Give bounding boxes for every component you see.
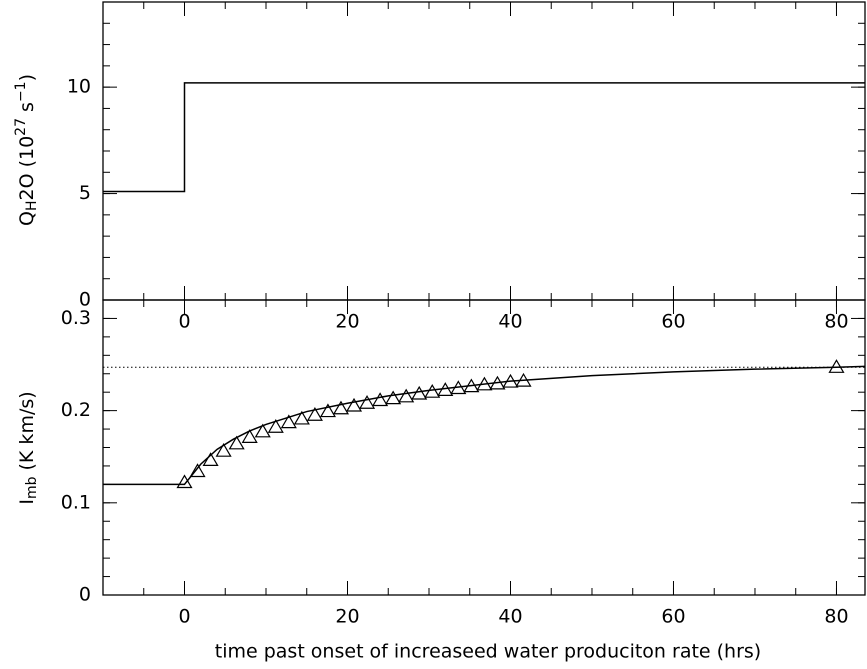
x-tick-label: 20	[335, 606, 359, 628]
data-point	[372, 392, 389, 407]
x-tick-label: 20	[335, 311, 359, 333]
data-point	[411, 385, 428, 400]
y-axis-label-part: (K km/s)	[16, 391, 38, 476]
data-point	[359, 395, 376, 409]
y-axis-label-part: 27	[13, 118, 29, 136]
data-point	[241, 429, 258, 443]
data-point	[319, 403, 336, 418]
x-tick-label: 0	[178, 311, 190, 333]
y-axis-label-part: H	[24, 201, 40, 212]
y-axis-label-part: mb	[24, 476, 40, 499]
data-point	[306, 407, 323, 421]
data-point	[293, 410, 310, 425]
y-tick-label: 0.2	[61, 399, 91, 421]
plot-frame	[102, 299, 866, 596]
data-point	[332, 400, 350, 415]
data-point	[828, 359, 845, 373]
y-tick-label: 0	[79, 584, 91, 606]
data-point	[345, 397, 363, 412]
y-tick-label: 10	[67, 76, 91, 98]
data-line	[103, 82, 865, 193]
data-point	[385, 390, 402, 405]
y-axis-label: Imb (K km/s)	[16, 391, 40, 504]
x-axis-label: time past onset of increaseed water prod…	[215, 641, 761, 663]
x-tick-label: 0	[178, 606, 190, 628]
y-tick-label: 0	[79, 289, 91, 311]
x-tick-label: 40	[498, 311, 522, 333]
y-axis-label-part: 2O (10	[16, 136, 38, 201]
data-point	[189, 463, 206, 478]
data-point	[398, 388, 415, 403]
data-point	[424, 383, 441, 398]
data-point	[280, 414, 297, 429]
data-point	[254, 423, 271, 438]
x-tick-label: 60	[661, 606, 685, 628]
data-point	[228, 435, 245, 450]
plot-frame	[102, 1, 866, 301]
y-axis-label-part: )	[16, 74, 38, 81]
data-point	[215, 442, 232, 457]
y-axis-label: QH2O (1027 s−1)	[13, 74, 40, 226]
y-tick-label: 0.1	[61, 491, 91, 513]
y-axis-label-part: −1	[13, 81, 29, 102]
data-line	[103, 365, 866, 486]
data-point	[267, 419, 284, 433]
x-tick-label: 80	[824, 311, 848, 333]
y-axis-label-part: Q	[16, 211, 38, 226]
y-tick-label: 0.3	[61, 307, 91, 329]
x-tick-label: 80	[824, 606, 848, 628]
x-tick-label: 40	[498, 606, 522, 628]
y-axis-label-part: s	[16, 102, 38, 118]
x-tick-label: 60	[661, 311, 685, 333]
y-tick-label: 5	[79, 182, 91, 204]
y-axis-label-part: I	[16, 499, 38, 505]
data-point	[176, 474, 193, 489]
